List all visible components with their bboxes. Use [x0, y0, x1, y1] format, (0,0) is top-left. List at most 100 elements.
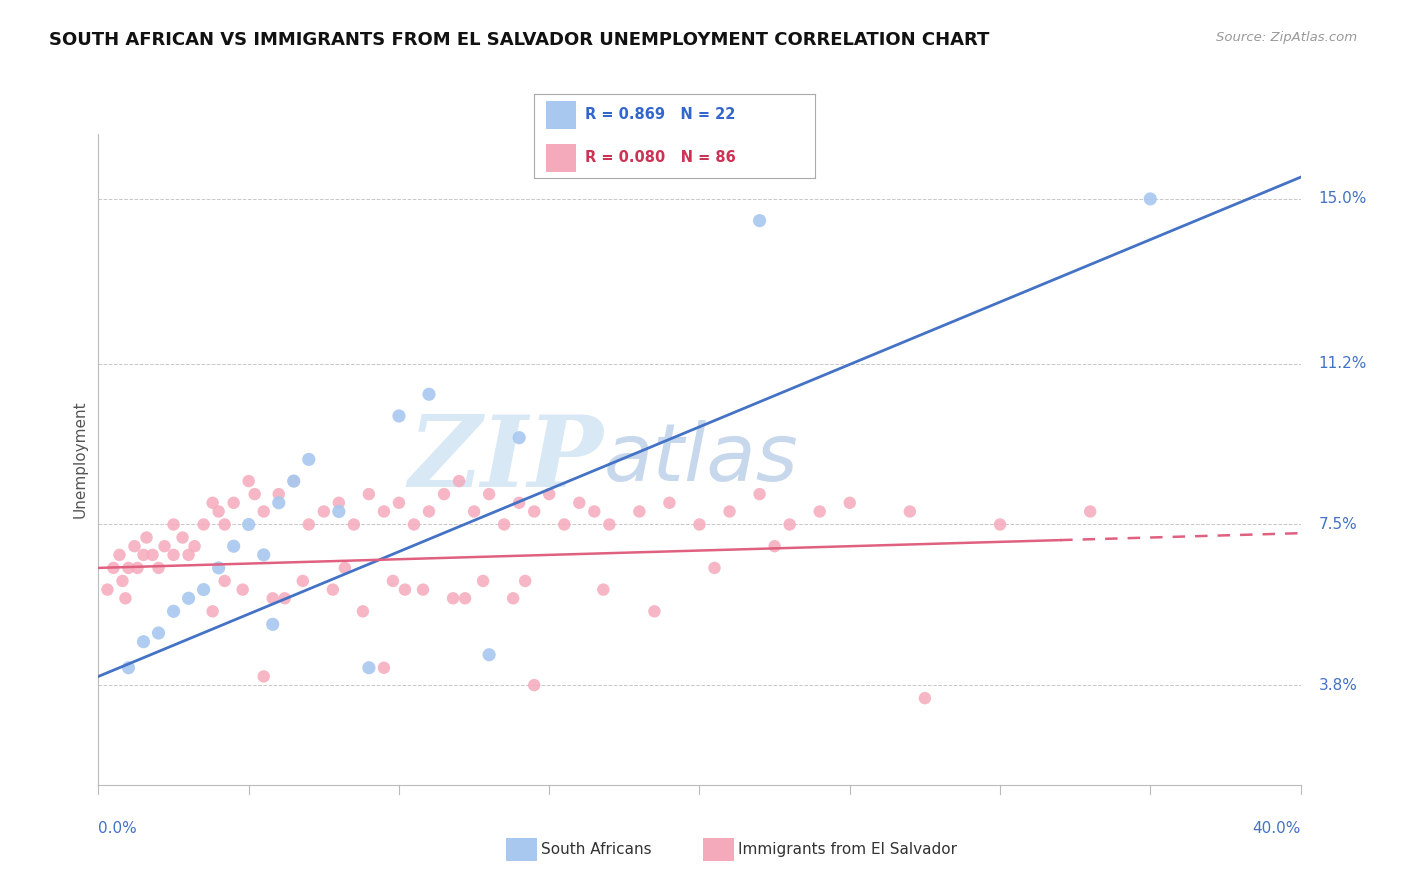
- Text: 40.0%: 40.0%: [1253, 821, 1301, 836]
- Text: 0.0%: 0.0%: [98, 821, 138, 836]
- Point: [412, 582, 434, 597]
- Point: [298, 452, 321, 467]
- Point: [267, 496, 290, 510]
- Y-axis label: Unemployment: Unemployment: [72, 401, 87, 518]
- Point: [388, 409, 411, 423]
- Point: [988, 517, 1011, 532]
- Point: [357, 661, 380, 675]
- Point: [381, 574, 404, 588]
- Point: [162, 517, 184, 532]
- Point: [643, 604, 665, 618]
- Point: [454, 591, 477, 606]
- Point: [515, 574, 537, 588]
- Text: R = 0.080   N = 86: R = 0.080 N = 86: [585, 150, 735, 165]
- Point: [222, 496, 245, 510]
- Point: [523, 504, 546, 518]
- Point: [298, 517, 321, 532]
- Text: Immigrants from El Salvador: Immigrants from El Salvador: [738, 842, 957, 856]
- Point: [153, 539, 176, 553]
- Text: 7.5%: 7.5%: [1319, 517, 1357, 532]
- Point: [141, 548, 163, 562]
- Point: [183, 539, 205, 553]
- Point: [472, 574, 495, 588]
- Point: [433, 487, 456, 501]
- Text: 11.2%: 11.2%: [1319, 357, 1367, 371]
- Point: [214, 517, 236, 532]
- Point: [748, 487, 770, 501]
- Point: [208, 504, 231, 518]
- Point: [193, 582, 215, 597]
- Point: [658, 496, 681, 510]
- Point: [222, 539, 245, 553]
- Point: [568, 496, 591, 510]
- Point: [267, 487, 290, 501]
- Point: [201, 496, 224, 510]
- Point: [135, 531, 157, 545]
- Point: [914, 691, 936, 706]
- Point: [283, 474, 305, 488]
- Bar: [506, 838, 537, 861]
- Point: [201, 604, 224, 618]
- Point: [127, 561, 149, 575]
- Point: [193, 517, 215, 532]
- Point: [96, 582, 118, 597]
- Point: [478, 648, 501, 662]
- Point: [262, 591, 284, 606]
- Point: [703, 561, 725, 575]
- Point: [253, 669, 276, 683]
- Point: [253, 548, 276, 562]
- Point: [322, 582, 344, 597]
- Text: South Africans: South Africans: [541, 842, 652, 856]
- Point: [838, 496, 860, 510]
- Point: [162, 604, 184, 618]
- Point: [328, 496, 350, 510]
- Point: [312, 504, 335, 518]
- Point: [583, 504, 606, 518]
- Point: [538, 487, 561, 501]
- Text: atlas: atlas: [603, 420, 799, 499]
- Point: [333, 561, 356, 575]
- Point: [1078, 504, 1101, 518]
- Point: [388, 496, 411, 510]
- Bar: [546, 102, 576, 129]
- Bar: [703, 838, 734, 861]
- Point: [748, 213, 770, 227]
- Point: [523, 678, 546, 692]
- Point: [343, 517, 366, 532]
- Text: R = 0.869   N = 22: R = 0.869 N = 22: [585, 107, 735, 122]
- Point: [352, 604, 374, 618]
- Point: [132, 634, 155, 648]
- Point: [447, 474, 470, 488]
- Point: [328, 504, 350, 518]
- Point: [208, 561, 231, 575]
- Point: [373, 504, 395, 518]
- Point: [553, 517, 575, 532]
- Point: [177, 591, 200, 606]
- Text: 3.8%: 3.8%: [1319, 678, 1357, 692]
- Point: [502, 591, 524, 606]
- Point: [808, 504, 831, 518]
- Point: [418, 504, 440, 518]
- Point: [108, 548, 131, 562]
- Bar: [546, 144, 576, 171]
- Point: [898, 504, 921, 518]
- Point: [291, 574, 314, 588]
- Point: [177, 548, 200, 562]
- Point: [132, 548, 155, 562]
- Text: 15.0%: 15.0%: [1319, 192, 1367, 206]
- Point: [394, 582, 416, 597]
- Point: [172, 531, 194, 545]
- Point: [373, 661, 395, 675]
- Point: [214, 574, 236, 588]
- Point: [148, 626, 170, 640]
- Point: [232, 582, 254, 597]
- Point: [111, 574, 134, 588]
- Point: [274, 591, 297, 606]
- Point: [779, 517, 801, 532]
- Point: [357, 487, 380, 501]
- Point: [117, 561, 139, 575]
- Point: [718, 504, 741, 518]
- Point: [238, 517, 260, 532]
- Point: [253, 504, 276, 518]
- Point: [148, 561, 170, 575]
